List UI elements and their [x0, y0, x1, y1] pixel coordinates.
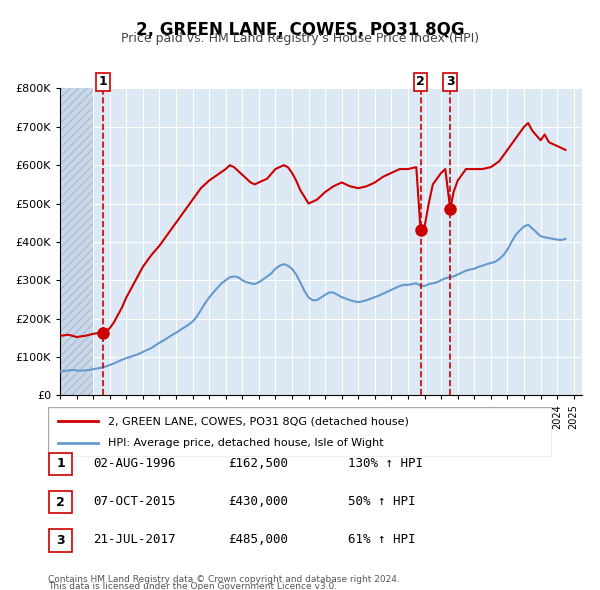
2, GREEN LANE, COWES, PO31 8QG (detached house) [189, 196, 196, 203]
Line: 2, GREEN LANE, COWES, PO31 8QG (detached house): 2, GREEN LANE, COWES, PO31 8QG (detached… [60, 123, 565, 337]
HPI: Average price, detached house, Isle of Wight: (1.99e+03, 6.2e+04): Average price, detached house, Isle of W… [56, 368, 64, 375]
FancyBboxPatch shape [49, 529, 72, 552]
2, GREEN LANE, COWES, PO31 8QG (detached house) [284, 163, 292, 171]
Text: This data is licensed under the Open Government Licence v3.0.: This data is licensed under the Open Gov… [48, 582, 337, 590]
Text: 3: 3 [56, 534, 65, 547]
Text: 02-AUG-1996: 02-AUG-1996 [93, 457, 176, 470]
Text: 50% ↑ HPI: 50% ↑ HPI [348, 495, 415, 508]
2, GREEN LANE, COWES, PO31 8QG (detached house) [164, 231, 172, 238]
Text: Contains HM Land Registry data © Crown copyright and database right 2024.: Contains HM Land Registry data © Crown c… [48, 575, 400, 584]
HPI: Average price, detached house, Isle of Wight: (2e+03, 2.4e+05): Average price, detached house, Isle of W… [202, 300, 209, 307]
Text: 2: 2 [416, 76, 425, 88]
Text: 1: 1 [98, 76, 107, 88]
2, GREEN LANE, COWES, PO31 8QG (detached house) [73, 333, 80, 340]
HPI: Average price, detached house, Isle of Wight: (2e+03, 8.8e+04): Average price, detached house, Isle of W… [115, 358, 122, 365]
FancyBboxPatch shape [49, 453, 72, 475]
2, GREEN LANE, COWES, PO31 8QG (detached house) [524, 119, 532, 126]
FancyBboxPatch shape [48, 407, 552, 457]
2, GREEN LANE, COWES, PO31 8QG (detached house) [562, 146, 569, 153]
FancyBboxPatch shape [49, 491, 72, 513]
Text: £430,000: £430,000 [228, 495, 288, 508]
2, GREEN LANE, COWES, PO31 8QG (detached house) [450, 188, 457, 195]
Text: £162,500: £162,500 [228, 457, 288, 470]
Text: HPI: Average price, detached house, Isle of Wight: HPI: Average price, detached house, Isle… [109, 438, 384, 448]
Text: 07-OCT-2015: 07-OCT-2015 [93, 495, 176, 508]
Text: 61% ↑ HPI: 61% ↑ HPI [348, 533, 415, 546]
Text: Price paid vs. HM Land Registry's House Price Index (HPI): Price paid vs. HM Land Registry's House … [121, 32, 479, 45]
HPI: Average price, detached house, Isle of Wight: (2e+03, 6.6e+04): Average price, detached house, Isle of W… [85, 366, 92, 373]
2, GREEN LANE, COWES, PO31 8QG (detached house) [197, 185, 205, 192]
Text: 21-JUL-2017: 21-JUL-2017 [93, 533, 176, 546]
HPI: Average price, detached house, Isle of Wight: (2.02e+03, 3.28e+05): Average price, detached house, Isle of W… [467, 266, 474, 273]
HPI: Average price, detached house, Isle of Wight: (2e+03, 7.9e+04): Average price, detached house, Isle of W… [106, 362, 113, 369]
Text: 1: 1 [56, 457, 65, 470]
Line: HPI: Average price, detached house, Isle of Wight: HPI: Average price, detached house, Isle… [60, 225, 565, 372]
Text: 2, GREEN LANE, COWES, PO31 8QG (detached house): 2, GREEN LANE, COWES, PO31 8QG (detached… [109, 416, 409, 426]
2, GREEN LANE, COWES, PO31 8QG (detached house) [463, 165, 470, 172]
Text: £485,000: £485,000 [228, 533, 288, 546]
Bar [60, 88, 93, 395]
2, GREEN LANE, COWES, PO31 8QG (detached house) [56, 332, 64, 339]
Text: 130% ↑ HPI: 130% ↑ HPI [348, 457, 423, 470]
HPI: Average price, detached house, Isle of Wight: (2.02e+03, 4.45e+05): Average price, detached house, Isle of W… [524, 221, 532, 228]
Text: 2, GREEN LANE, COWES, PO31 8QG: 2, GREEN LANE, COWES, PO31 8QG [136, 21, 464, 39]
Text: 2: 2 [56, 496, 65, 509]
Text: 3: 3 [446, 76, 455, 88]
HPI: Average price, detached house, Isle of Wight: (2.02e+03, 4.08e+05): Average price, detached house, Isle of W… [562, 235, 569, 242]
HPI: Average price, detached house, Isle of Wight: (2.01e+03, 3.38e+05): Average price, detached house, Isle of W… [276, 262, 283, 269]
